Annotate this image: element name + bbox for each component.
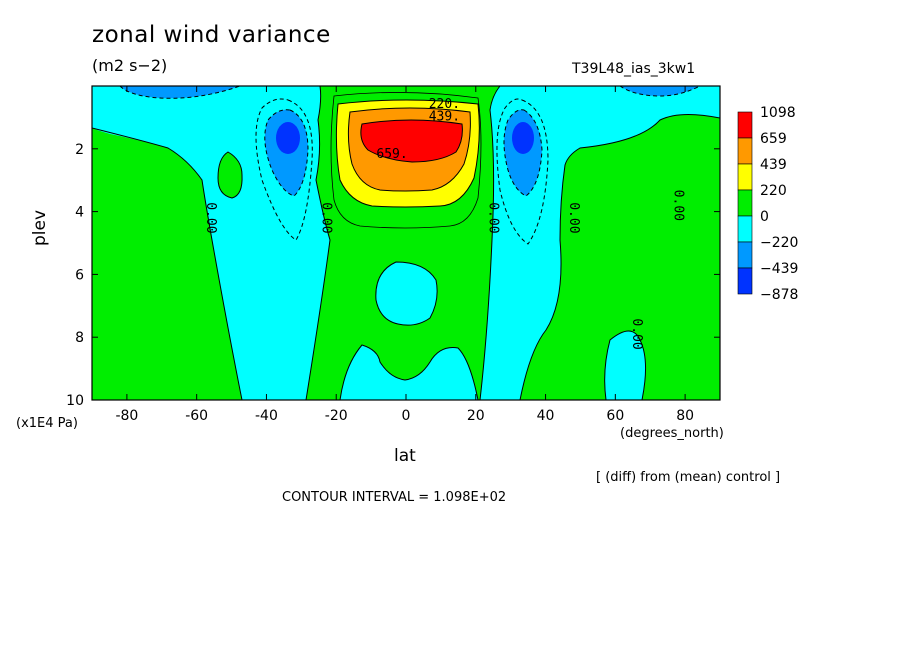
colorbar-swatch	[737, 111, 753, 139]
x-tick-label: 40	[537, 408, 555, 424]
x-tick-label: -40	[255, 408, 278, 424]
contour-lines	[92, 86, 720, 400]
colorbar: 1098 659 439 220 0 −220 −439 −878	[737, 105, 798, 303]
contour-labels: 220.439. 659. 0.00 0.00 0.00 0.00 0.00 0.00	[203, 97, 686, 350]
colorbar-swatch	[737, 163, 753, 191]
blue-strip-top-left	[120, 86, 240, 99]
blue-strip-top-right	[620, 86, 700, 96]
colorbar-swatch	[737, 189, 753, 217]
colorbar-label: −439	[760, 261, 798, 277]
blue-peak-right	[512, 122, 534, 154]
colorbar-label: −878	[760, 287, 798, 303]
y-tick-label: 6	[75, 267, 84, 283]
x-tick-label: 0	[402, 408, 411, 424]
contour-label: 0.00	[671, 190, 686, 221]
y-tick-label: 2	[75, 142, 84, 158]
colorbar-swatch	[737, 137, 753, 165]
x-tick-label: -60	[185, 408, 208, 424]
x-tick-label: 20	[467, 408, 485, 424]
x-axis-label: lat	[394, 446, 416, 466]
contour-label: 439.	[429, 110, 460, 125]
jet-red-core	[360, 119, 463, 163]
x-axis-unit: (degrees_north)	[620, 426, 724, 441]
y-tick-label: 8	[75, 330, 84, 346]
x-tick-label: -80	[115, 408, 138, 424]
chart-units: (m2 s−2)	[92, 56, 168, 75]
colorbar-label: 1098	[760, 105, 796, 121]
y-tick-label: 10	[66, 393, 84, 409]
y-ticks: 2 4 6 8 10	[66, 142, 720, 409]
cyan-region-bottom-center	[340, 345, 478, 400]
colorbar-label: −220	[760, 235, 798, 251]
contour-interval: CONTOUR INTERVAL = 1.098E+02	[282, 490, 507, 505]
x-tick-label: 60	[606, 408, 624, 424]
colorbar-label: 0	[760, 209, 769, 225]
plot-area	[92, 86, 720, 400]
contour-label: 0.00	[318, 202, 333, 233]
x-ticks: -80 -60 -40 -20 0 20 40 60 80	[115, 86, 694, 424]
green-blob-left	[218, 152, 243, 198]
blue-peak-left	[276, 122, 300, 154]
contour-label: 0.00	[566, 202, 581, 233]
colorbar-label: 659	[760, 131, 787, 147]
colorbar-label: 220	[760, 183, 787, 199]
run-id: T39L48_ias_3kw1	[572, 61, 696, 77]
contour-label: 220.	[429, 97, 460, 112]
contour-label: 0.00	[486, 202, 501, 233]
negative-contours	[119, 86, 701, 245]
contour-label: 659.	[376, 147, 407, 162]
cyan-region-center	[375, 262, 438, 326]
chart-title: zonal wind variance	[92, 22, 331, 48]
y-tick-label: 4	[75, 205, 84, 221]
diff-footnote: [ (diff) from (mean) control ]	[596, 470, 781, 485]
y-axis-unit: (x1E4 Pa)	[16, 416, 78, 431]
x-tick-label: -20	[325, 408, 348, 424]
colorbar-swatch	[737, 267, 753, 295]
cyan-region-bottom-right	[604, 331, 646, 400]
colorbar-swatch	[737, 215, 753, 243]
colorbar-swatch	[737, 241, 753, 269]
contour-label: 0.00	[203, 202, 218, 233]
colorbar-label: 439	[760, 157, 787, 173]
contour-label: 0.00	[629, 318, 644, 349]
jet-outer-contour	[330, 92, 482, 229]
x-tick-label: 80	[676, 408, 694, 424]
